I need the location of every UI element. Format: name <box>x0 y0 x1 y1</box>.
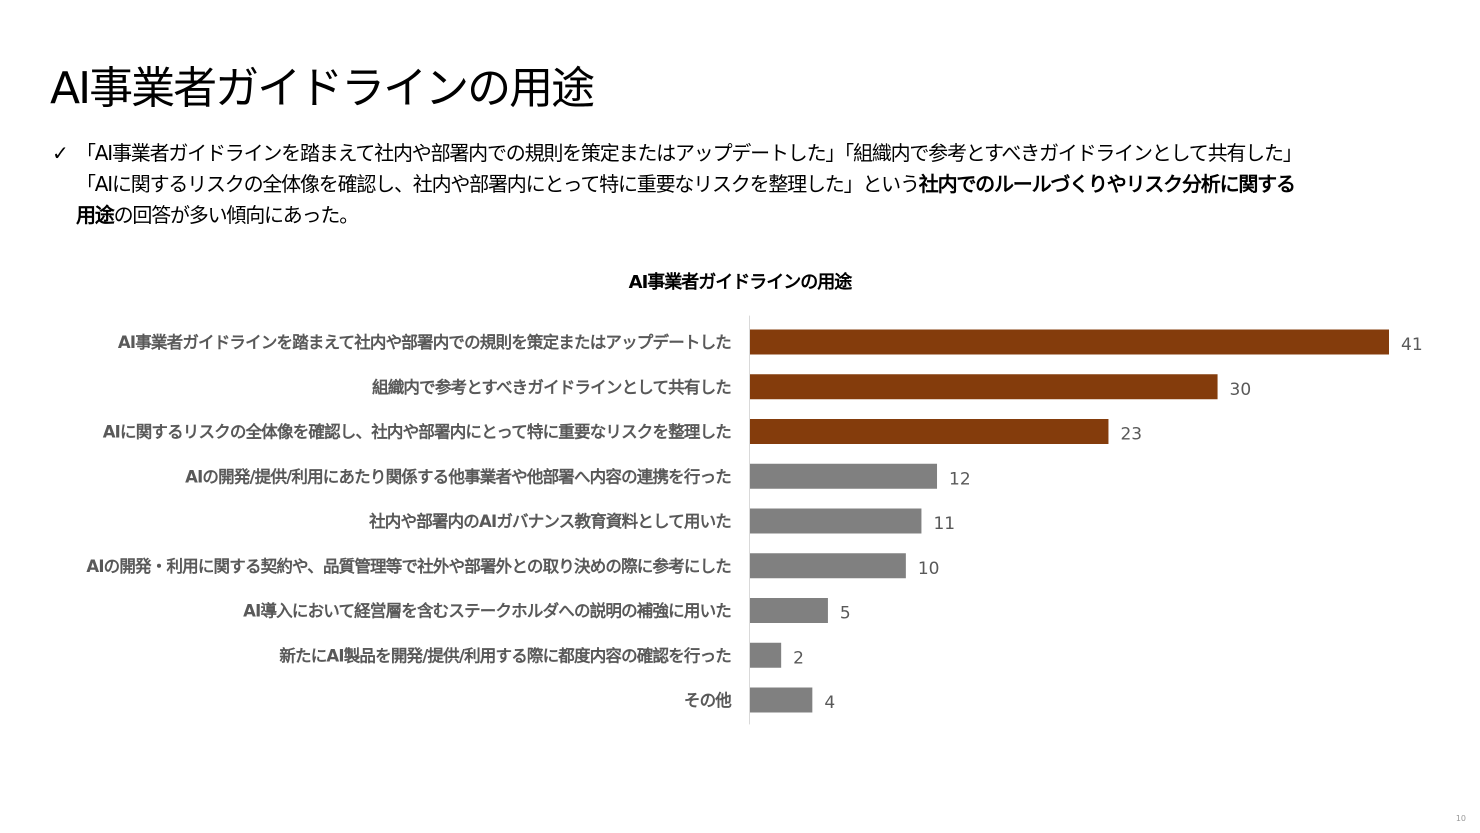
desc-bold-3: 用途 <box>76 203 115 227</box>
bar-4 <box>750 508 922 534</box>
category-label-8: その他 <box>684 690 732 710</box>
data-label-3: 12 <box>949 469 971 489</box>
bar-5 <box>750 553 906 579</box>
category-label-2: AIに関するリスクの全体像を確認し、社内や部署内にとって特に重要なリスクを整理し… <box>103 422 732 442</box>
slide-title: AI事業者ガイドラインの用途 <box>50 63 595 114</box>
data-label-0: 41 <box>1401 335 1423 355</box>
data-label-6: 5 <box>840 604 851 624</box>
category-label-0: AI事業者ガイドラインを踏まえて社内や部署内での規則を策定またはアップデートした <box>118 332 731 352</box>
data-label-2: 23 <box>1120 425 1142 445</box>
bar-0 <box>750 329 1389 355</box>
desc-line-1: ✓ 「AI事業者ガイドラインを踏まえて社内や部署内での規則を策定またはアップデート… <box>52 138 1452 169</box>
data-label-4: 11 <box>933 514 955 534</box>
chart-title-text: AI事業者ガイドラインの用途 <box>628 272 853 293</box>
data-label-5: 10 <box>918 559 940 579</box>
desc-text-1: 「AI事業者ガイドラインを踏まえて社内や部署内での規則を策定またはアップデートし… <box>76 141 1303 165</box>
category-label-3: AIの開発/提供/利用にあたり関係する他事業者や他部署へ内容の連携を行った <box>185 466 731 486</box>
data-label-1: 30 <box>1230 380 1252 400</box>
bar-6 <box>750 598 828 623</box>
bar-3 <box>750 463 938 489</box>
desc-text-3: の回答が多い傾向にあった。 <box>113 203 360 227</box>
data-label-7: 2 <box>793 648 804 668</box>
desc-line-3: 用途の回答が多い傾向にあった。 <box>52 200 1452 231</box>
category-label-4: 社内や部署内のAIガバナンス教育資料として用いた <box>368 511 731 531</box>
check-icon: ✓ <box>52 141 69 165</box>
page-number: 10 <box>1455 814 1466 823</box>
data-label-8: 4 <box>824 693 835 713</box>
chart-title: AI事業者ガイドラインの用途 <box>0 268 1480 294</box>
category-label-6: AI導入において経営層を含むステークホルダへの説明の補強に用いた <box>243 601 731 621</box>
category-label-1: 組織内で参考とすべきガイドラインとして共有した <box>372 377 731 397</box>
desc-text-2: 「AIに関するリスクの全体像を確認し、社内や部署内にとって特に重要なリスクを整理… <box>76 172 920 196</box>
desc-line-2: 「AIに関するリスクの全体像を確認し、社内や部署内にとって特に重要なリスクを整理… <box>52 169 1452 200</box>
bar-8 <box>750 687 813 713</box>
slide-description: ✓ 「AI事業者ガイドラインを踏まえて社内や部署内での規則を策定またはアップデート… <box>52 138 1452 231</box>
bar-7 <box>750 642 782 668</box>
desc-bold-2: 社内でのルールづくりやリスク分析に関する <box>918 172 1296 196</box>
category-label-7: 新たにAI製品を開発/提供/利用する際に都度内容の確認を行った <box>279 645 731 665</box>
bar-1 <box>750 374 1218 400</box>
category-label-5: AIの開発・利用に関する契約や、品質管理等で社外や部署外との取り決めの際に参考に… <box>86 556 731 576</box>
bar-2 <box>750 419 1109 444</box>
